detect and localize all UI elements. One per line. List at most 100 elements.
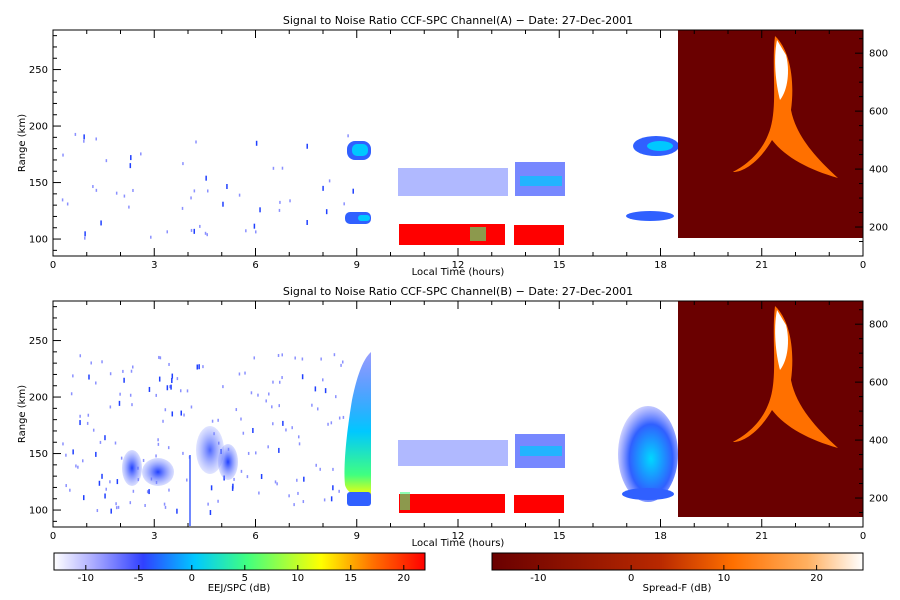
noise-point bbox=[276, 482, 278, 486]
noise-point bbox=[166, 385, 169, 391]
panel-b-spread-f-inset bbox=[678, 301, 863, 525]
y-tick-label: 100 bbox=[29, 235, 48, 246]
feature-b-3h bbox=[142, 458, 174, 486]
noise-point bbox=[271, 405, 273, 409]
panel-a-xlabel: Local Time (hours) bbox=[412, 267, 505, 278]
x-tick-label: 15 bbox=[553, 260, 566, 271]
noise-point bbox=[324, 388, 327, 394]
noise-point bbox=[282, 420, 284, 426]
noise-point bbox=[242, 431, 245, 435]
noise-point bbox=[162, 419, 164, 423]
colorbar-snr-gradient bbox=[53, 552, 426, 571]
noise-point bbox=[104, 435, 106, 441]
noise-point bbox=[338, 489, 340, 493]
noise-point bbox=[301, 374, 304, 380]
noise-point bbox=[255, 230, 257, 234]
noise-point bbox=[117, 505, 120, 509]
noise-point bbox=[316, 407, 319, 411]
noise-point bbox=[115, 191, 118, 195]
noise-point bbox=[338, 416, 341, 420]
noise-point bbox=[332, 485, 334, 491]
noise-point bbox=[281, 353, 283, 357]
noise-point bbox=[246, 475, 249, 479]
noise-point bbox=[320, 357, 322, 361]
noise-point bbox=[183, 413, 185, 417]
feature-a-9h-lower-core bbox=[358, 215, 370, 221]
noise-point bbox=[123, 377, 125, 383]
feature-b-4h bbox=[196, 426, 224, 474]
colorbar-tick-label: 0 bbox=[189, 573, 195, 584]
panel-a-scatter-points bbox=[61, 132, 354, 240]
noise-point bbox=[328, 179, 331, 183]
noise-point bbox=[116, 479, 119, 485]
noise-point bbox=[144, 503, 146, 507]
noise-point bbox=[190, 228, 193, 232]
noise-point bbox=[278, 380, 281, 384]
noise-point bbox=[66, 202, 69, 206]
noise-point bbox=[96, 509, 99, 513]
noise-point bbox=[257, 393, 259, 397]
noise-point bbox=[131, 403, 133, 407]
noise-point bbox=[347, 134, 349, 138]
x-tick-label: 0 bbox=[860, 531, 866, 542]
noise-point bbox=[176, 508, 178, 514]
noise-point bbox=[315, 463, 317, 467]
colorbar-spreadf: -10 0 10 20 Spread-F (dB) bbox=[491, 552, 864, 594]
noise-point bbox=[84, 236, 86, 240]
colorbar-spreadf-gradient bbox=[491, 552, 864, 571]
colorbar-tick-label: 0 bbox=[628, 573, 634, 584]
spread-f-a-bottom-band bbox=[678, 238, 863, 247]
panel-a-features bbox=[345, 136, 679, 245]
feature-a-pm-band-2-core bbox=[520, 176, 562, 186]
noise-point bbox=[95, 451, 97, 457]
noise-point bbox=[278, 404, 280, 408]
noise-point bbox=[193, 228, 196, 234]
noise-point bbox=[86, 421, 89, 425]
noise-point bbox=[265, 399, 267, 403]
noise-point bbox=[285, 428, 287, 432]
noise-point bbox=[159, 356, 162, 360]
noise-point bbox=[341, 360, 344, 364]
noise-point bbox=[142, 458, 145, 462]
noise-point bbox=[129, 501, 132, 505]
noise-point bbox=[72, 374, 74, 378]
noise-point bbox=[150, 235, 152, 239]
noise-point bbox=[222, 201, 224, 207]
noise-point bbox=[104, 493, 106, 499]
noise-point bbox=[155, 454, 157, 458]
noise-point bbox=[70, 392, 73, 396]
noise-point bbox=[332, 467, 334, 471]
noise-point bbox=[253, 356, 256, 360]
x-tick-label: 6 bbox=[252, 260, 258, 271]
feature-b-5h bbox=[218, 444, 238, 480]
noise-point bbox=[128, 205, 130, 209]
noise-point bbox=[122, 369, 124, 373]
x-tick-label: 3 bbox=[151, 260, 157, 271]
noise-point bbox=[250, 391, 253, 395]
noise-point bbox=[279, 200, 281, 204]
panel-a-spread-f-inset bbox=[678, 30, 863, 247]
noise-point bbox=[272, 380, 274, 384]
noise-point bbox=[92, 428, 95, 432]
x-tick-label: 21 bbox=[755, 260, 768, 271]
noise-point bbox=[342, 415, 345, 419]
spread-f-a-plume-core bbox=[775, 40, 788, 100]
noise-point bbox=[169, 385, 171, 389]
noise-point bbox=[272, 422, 274, 426]
noise-point bbox=[303, 476, 305, 482]
colorbar-tick-label: 20 bbox=[397, 573, 410, 584]
feature-a-eej-edge bbox=[470, 227, 486, 241]
y-tick-label: 150 bbox=[29, 449, 48, 460]
noise-point bbox=[209, 510, 212, 516]
noise-point bbox=[206, 233, 208, 237]
noise-point bbox=[186, 478, 188, 482]
noise-point bbox=[323, 498, 326, 502]
noise-point bbox=[65, 453, 67, 457]
noise-point bbox=[158, 355, 160, 359]
y-tick-label: 250 bbox=[29, 65, 48, 76]
noise-point bbox=[340, 363, 342, 367]
noise-point bbox=[171, 373, 174, 379]
noise-point bbox=[109, 405, 112, 409]
spread-f-b-plume bbox=[733, 306, 838, 448]
noise-point bbox=[157, 438, 159, 442]
